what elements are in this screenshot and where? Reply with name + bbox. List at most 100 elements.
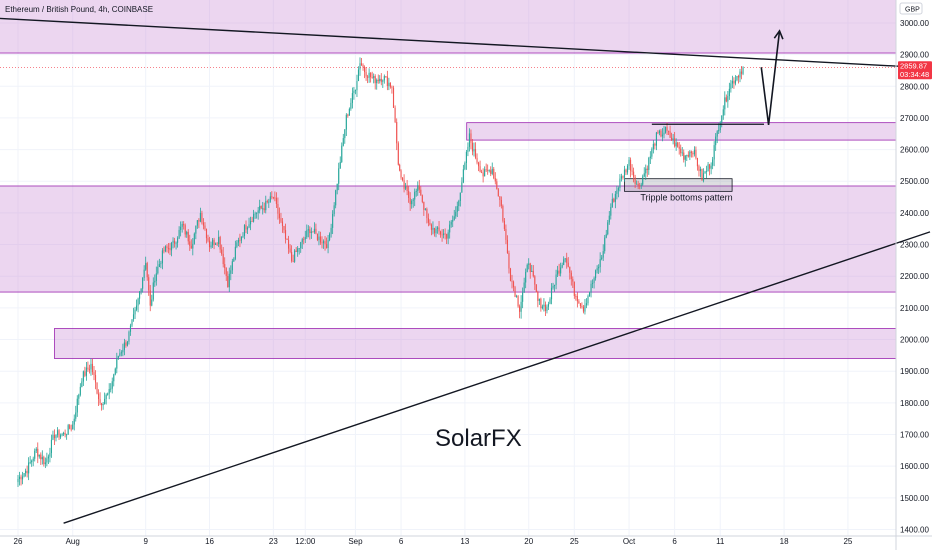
candle-body <box>601 257 603 260</box>
candle-body <box>630 159 632 171</box>
y-tick-label: 2800.00 <box>900 82 929 91</box>
candle-body <box>63 432 65 435</box>
candle-body <box>740 71 743 74</box>
candle-body <box>196 220 198 226</box>
candle-body <box>408 191 410 198</box>
candle-body <box>274 197 276 199</box>
candle-body <box>338 168 340 184</box>
y-tick-label: 2400.00 <box>900 209 929 218</box>
candle-body <box>66 434 68 436</box>
candle-body <box>452 220 454 222</box>
candle-body <box>117 355 119 359</box>
candle-body <box>257 210 259 214</box>
candle-body <box>389 82 391 87</box>
candle-body <box>304 237 306 240</box>
candle-body <box>549 299 551 304</box>
candle-body <box>73 418 75 425</box>
candle-body <box>143 269 145 278</box>
currency-badge[interactable] <box>899 2 923 15</box>
candle-body <box>99 399 101 404</box>
candle-body <box>82 371 84 382</box>
candle-body <box>356 81 358 91</box>
candle-body <box>672 138 674 141</box>
candle-body <box>649 156 651 158</box>
candle-body <box>534 276 536 285</box>
candle-body <box>517 296 519 307</box>
candle-body <box>681 152 683 154</box>
candle-body <box>474 149 477 158</box>
candle-body <box>91 363 94 373</box>
candle-body <box>230 270 232 274</box>
candle-body <box>370 72 372 78</box>
candle-body <box>543 304 545 307</box>
candle-body <box>696 157 698 167</box>
candle-body <box>277 203 279 214</box>
candle-body <box>689 151 691 157</box>
candle-body <box>385 76 387 77</box>
candle-body <box>704 171 706 174</box>
candle-body <box>69 425 71 429</box>
candle-body <box>634 176 636 184</box>
candle-body <box>383 76 385 81</box>
candle-body <box>502 205 504 221</box>
last-price-value: 2859.87 <box>900 61 927 70</box>
candle-body <box>177 238 179 243</box>
candle-body <box>189 241 191 246</box>
candle-body <box>53 434 56 439</box>
candle-body <box>733 80 735 84</box>
candle-body <box>178 229 180 239</box>
candle-body <box>464 162 466 170</box>
candle-body <box>359 63 361 70</box>
candle-body <box>367 76 369 78</box>
candle-body <box>540 298 542 309</box>
candle-body <box>286 238 288 240</box>
candle-body <box>528 263 530 265</box>
candle-body <box>289 248 291 252</box>
candle-body <box>380 78 382 82</box>
candle-body <box>303 239 305 241</box>
candle-body <box>465 151 467 163</box>
candle-body <box>227 275 229 288</box>
candle-body <box>598 267 600 269</box>
candle-body <box>674 138 676 147</box>
y-tick-label: 1500.00 <box>900 494 929 503</box>
candle-body <box>602 251 604 258</box>
candle-body <box>411 200 413 205</box>
candle-body <box>654 143 656 146</box>
candle-body <box>470 133 472 143</box>
x-tick-label: 12:00 <box>295 537 316 546</box>
candle-body <box>181 224 183 227</box>
candle-body <box>487 169 489 171</box>
candle-body <box>60 435 62 438</box>
candle-body <box>353 90 355 94</box>
candle-body <box>734 80 736 84</box>
y-tick-label: 1600.00 <box>900 462 929 471</box>
y-tick-label: 2700.00 <box>900 114 929 123</box>
y-tick-label: 2000.00 <box>900 336 929 345</box>
candle-body <box>31 460 33 463</box>
candle-body <box>441 234 443 236</box>
y-tick-label: 2300.00 <box>900 241 929 250</box>
candle-body <box>180 226 182 230</box>
candle-body <box>479 166 481 172</box>
candle-body <box>101 403 103 406</box>
candle-body <box>728 88 730 97</box>
candle-body <box>514 287 516 297</box>
x-tick-label: 23 <box>269 537 278 546</box>
candle-body <box>646 168 648 171</box>
candle-body <box>288 239 290 249</box>
candle-body <box>307 229 309 231</box>
candle-body <box>151 299 153 306</box>
candle-body <box>379 78 381 81</box>
candle-body <box>213 239 215 245</box>
candle-body <box>680 148 682 154</box>
candle-body <box>590 283 592 293</box>
candle-body <box>38 454 40 457</box>
candle-body <box>70 428 72 430</box>
candle-body <box>262 208 264 210</box>
candle-body <box>579 303 581 306</box>
candle-body <box>478 162 480 167</box>
candle-body <box>254 213 256 215</box>
candle-body <box>554 284 556 286</box>
